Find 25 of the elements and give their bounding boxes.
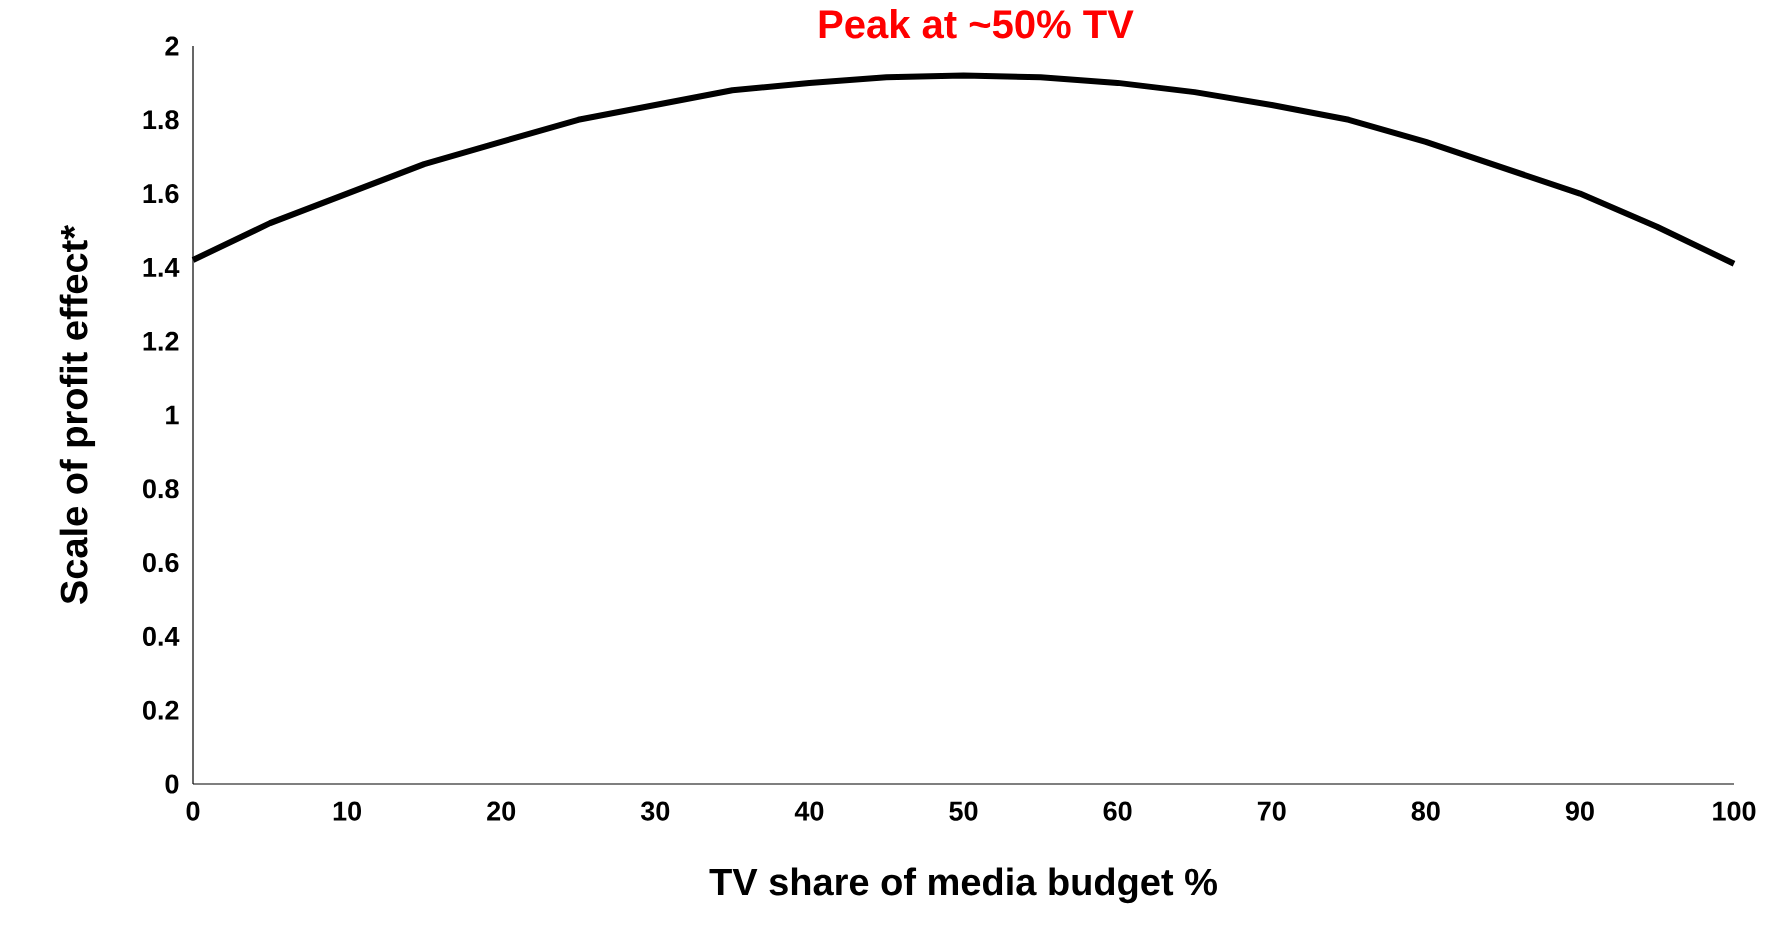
y-tick-label: 0.6 xyxy=(143,553,179,573)
y-tick-label: 1.8 xyxy=(143,110,179,130)
x-tick-label: 80 xyxy=(1411,801,1440,821)
x-axis-title: TV share of media budget % xyxy=(709,867,1217,904)
x-tick-label: 30 xyxy=(640,801,670,821)
y-tick-label: 1.2 xyxy=(143,331,179,351)
x-tick-label: 20 xyxy=(487,801,516,821)
y-tick-label: 1.4 xyxy=(143,258,180,277)
x-tick-label: 10 xyxy=(333,801,362,821)
text: Peak at ~50% TV xyxy=(819,9,1134,39)
x-tick-label: 90 xyxy=(1565,801,1594,821)
x-tick-label: 100 xyxy=(1713,801,1756,821)
y-tick-label: 0.8 xyxy=(143,479,179,499)
y-tick-label: 0 xyxy=(165,774,179,794)
y-axis-title: Scale of profit effect* xyxy=(59,225,96,604)
x-tick-label: 60 xyxy=(1103,801,1132,821)
y-tick-label: 1 xyxy=(166,405,179,425)
y-tick-label: 2 xyxy=(165,36,179,56)
x-tick-label: 0 xyxy=(186,801,200,821)
x-tick-label: 70 xyxy=(1257,801,1286,821)
y-tick-label: 0.4 xyxy=(143,626,180,646)
y-tick-label: 0.2 xyxy=(143,700,179,720)
y-tick-label: 1.6 xyxy=(143,184,179,204)
x-tick-label: 40 xyxy=(794,801,824,821)
x-tick-label: 50 xyxy=(949,801,978,821)
